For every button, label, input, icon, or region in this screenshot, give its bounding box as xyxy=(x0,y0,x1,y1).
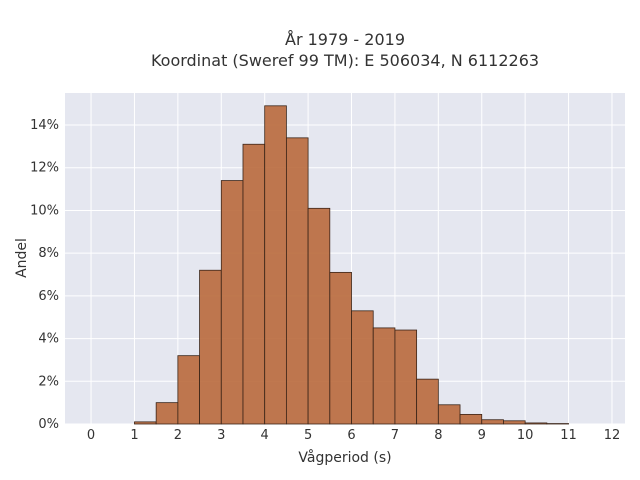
y-axis-ticks: 0% 2% 4% 6% 8% 10% 12% 14% xyxy=(30,118,59,432)
histogram-bar xyxy=(394,329,418,425)
x-tick-label: 2 xyxy=(174,428,182,443)
x-tick-label: 1 xyxy=(130,428,138,443)
bars xyxy=(134,105,569,425)
histogram-bar xyxy=(351,310,374,425)
chart-title-line2: Koordinat (Sweref 99 TM): E 506034, N 61… xyxy=(151,51,539,70)
histogram-bar xyxy=(307,207,331,425)
histogram-bar xyxy=(372,327,396,425)
histogram-bar xyxy=(503,420,526,425)
histogram-bar xyxy=(481,419,504,425)
x-axis-ticks: 0 1 2 3 4 5 6 7 8 9 10 11 12 xyxy=(87,428,620,443)
histogram-bar xyxy=(155,402,179,425)
y-tick-label: 8% xyxy=(38,246,59,261)
histogram-bar xyxy=(199,269,222,425)
y-tick-label: 14% xyxy=(30,118,59,133)
histogram-bar xyxy=(242,143,266,425)
histogram-bar xyxy=(416,378,439,425)
y-tick-label: 2% xyxy=(38,374,59,389)
histogram-bar xyxy=(134,421,157,425)
histogram-bar xyxy=(177,355,200,425)
y-tick-label: 0% xyxy=(38,417,59,432)
x-tick-label: 5 xyxy=(304,428,312,443)
histogram-bar xyxy=(329,271,352,425)
y-tick-label: 6% xyxy=(38,289,59,304)
x-axis-label: Vågperiod (s) xyxy=(298,449,391,466)
x-tick-label: 9 xyxy=(478,428,486,443)
histogram-bar xyxy=(437,404,461,425)
histogram-bar xyxy=(459,413,483,425)
histogram-bar xyxy=(264,105,287,425)
histogram-bar xyxy=(220,180,244,425)
x-tick-label: 0 xyxy=(87,428,95,443)
x-tick-label: 11 xyxy=(560,428,577,443)
x-tick-label: 3 xyxy=(217,428,225,443)
y-axis-label: Andel xyxy=(14,238,30,278)
chart-title-line1: År 1979 - 2019 xyxy=(285,30,405,49)
x-tick-label: 7 xyxy=(391,428,399,443)
x-tick-label: 6 xyxy=(347,428,355,443)
x-tick-label: 10 xyxy=(517,428,534,443)
x-tick-label: 12 xyxy=(604,428,621,443)
x-tick-label: 4 xyxy=(261,428,269,443)
histogram-bar xyxy=(285,137,309,425)
y-tick-label: 10% xyxy=(30,203,59,218)
x-tick-label: 8 xyxy=(434,428,442,443)
histogram-bar xyxy=(524,422,548,425)
y-tick-label: 4% xyxy=(38,332,59,347)
y-tick-label: 12% xyxy=(30,161,59,176)
